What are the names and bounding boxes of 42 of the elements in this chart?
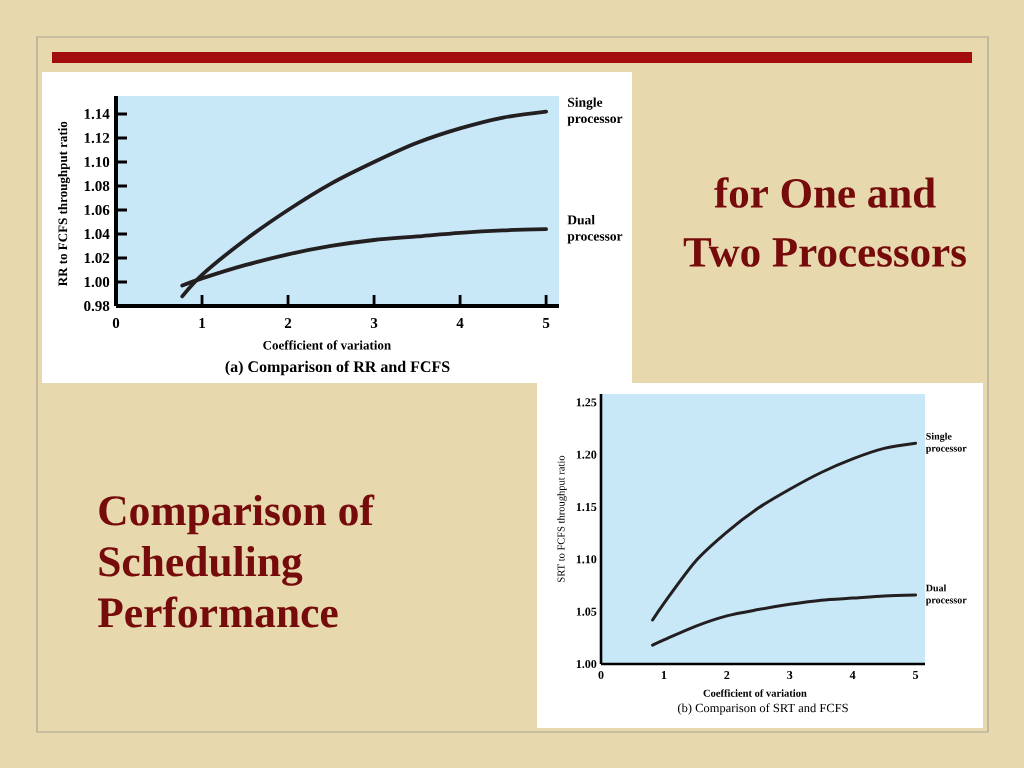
y-tick-label: 1.25: [576, 398, 597, 407]
y-tick-label: 0.98: [84, 300, 110, 312]
y-tick-label: 1.00: [576, 659, 597, 669]
series-label: Single processor: [567, 97, 623, 126]
line-series: [180, 109, 549, 299]
line-series: [651, 593, 918, 647]
y-tick-label: 1.14: [84, 108, 110, 120]
y-tick-label: 1.10: [576, 555, 597, 564]
x-tick-label: 5: [913, 671, 919, 679]
y-tick-label: 1.12: [84, 132, 110, 144]
y-tick-label: 1.00: [84, 276, 110, 288]
x-axis-title: Coefficient of variation: [703, 689, 807, 697]
x-tick-label: 4: [456, 318, 464, 328]
x-tick-label: 5: [542, 318, 550, 328]
y-tick-label: 1.02: [84, 252, 110, 264]
text: (b) Comparison of SRT and FCFS: [677, 703, 848, 715]
y-axis-title: RR to FCFS throughput ratio: [58, 121, 70, 287]
y-tick-label: 1.06: [84, 204, 110, 216]
series-label: Dual processor: [567, 214, 623, 244]
x-tick-label: 3: [370, 317, 378, 329]
y-tick-label: 1.08: [84, 180, 110, 192]
x-tick-label: 2: [284, 318, 292, 328]
y-tick-label: 1.05: [576, 607, 597, 616]
text: for One and Two Processors: [683, 177, 966, 267]
y-tick-label: 1.04: [84, 228, 110, 240]
text: (a) Comparison of RR and FCFS: [225, 360, 450, 376]
x-axis-title: Coefficient of variation: [263, 340, 391, 350]
x-tick-label: 4: [849, 671, 856, 679]
x-tick-label: 2: [724, 671, 730, 679]
text: Comparison of Scheduling Performance: [97, 494, 375, 628]
y-axis-title: SRT to FCFS throughput ratio: [557, 455, 567, 582]
series-label: Single processor: [925, 432, 967, 454]
line-series: [651, 441, 918, 622]
y-tick-label: 1.10: [84, 156, 110, 168]
series-label: Dual processor: [925, 584, 967, 606]
x-tick-label: 1: [199, 318, 205, 328]
y-tick-label: 1.20: [576, 450, 597, 459]
y-tick-label: 1.15: [576, 502, 597, 512]
x-tick-label: 0: [598, 670, 604, 680]
x-tick-label: 3: [787, 670, 793, 680]
x-tick-label: 1: [661, 671, 667, 679]
x-tick-label: 0: [112, 317, 120, 329]
